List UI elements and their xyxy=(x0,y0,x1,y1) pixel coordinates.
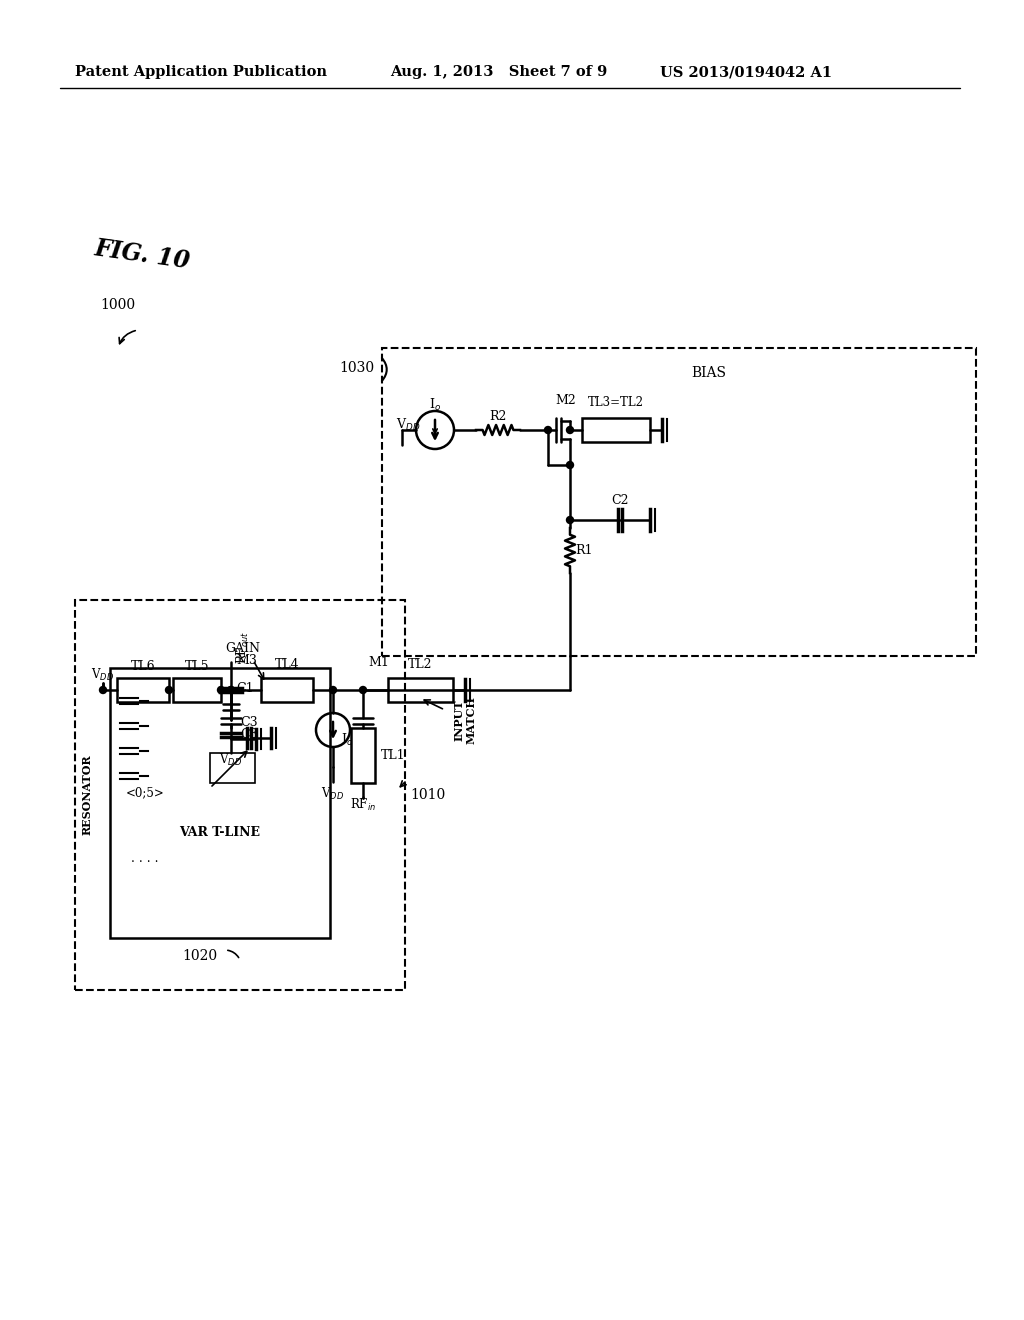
Text: C1: C1 xyxy=(237,681,254,694)
Text: BIAS: BIAS xyxy=(691,366,726,380)
Circle shape xyxy=(330,686,337,693)
Circle shape xyxy=(227,686,234,693)
Text: I$_o$: I$_o$ xyxy=(429,397,441,413)
Circle shape xyxy=(359,686,367,693)
Text: TL2: TL2 xyxy=(409,657,433,671)
Circle shape xyxy=(566,516,573,524)
Text: TL5: TL5 xyxy=(184,660,209,672)
Bar xyxy=(351,729,375,783)
Text: C2: C2 xyxy=(611,494,629,507)
Text: R1: R1 xyxy=(575,544,593,557)
Text: 1030: 1030 xyxy=(339,360,374,375)
Text: VAR T-LINE: VAR T-LINE xyxy=(179,826,260,840)
FancyArrowPatch shape xyxy=(400,781,407,787)
Bar xyxy=(75,601,406,990)
Text: INPUT
MATCH: INPUT MATCH xyxy=(453,696,477,744)
Bar xyxy=(210,752,255,783)
Circle shape xyxy=(566,462,573,469)
Text: . . . .: . . . . xyxy=(131,851,159,865)
Bar xyxy=(110,668,330,939)
Text: TL1: TL1 xyxy=(381,748,406,762)
Text: RF$_{out}$: RF$_{out}$ xyxy=(234,631,251,664)
Text: I$_o$: I$_o$ xyxy=(341,733,353,748)
Circle shape xyxy=(545,426,552,433)
Text: US 2013/0194042 A1: US 2013/0194042 A1 xyxy=(660,65,833,79)
Text: TL4: TL4 xyxy=(274,657,299,671)
FancyArrowPatch shape xyxy=(119,330,135,343)
Bar xyxy=(388,678,453,702)
Text: V$_{DD}$: V$_{DD}$ xyxy=(219,752,243,768)
Text: V$_{DD}$: V$_{DD}$ xyxy=(396,417,420,433)
Text: M1: M1 xyxy=(368,656,389,668)
Text: C3: C3 xyxy=(241,729,258,742)
Text: GAIN: GAIN xyxy=(225,642,260,655)
Text: RF$_{in}$: RF$_{in}$ xyxy=(350,797,376,813)
Circle shape xyxy=(99,686,106,693)
Circle shape xyxy=(227,686,234,693)
Text: Patent Application Publication: Patent Application Publication xyxy=(75,65,327,79)
Text: RESONATOR: RESONATOR xyxy=(82,755,92,836)
Circle shape xyxy=(217,686,224,693)
Text: TL6: TL6 xyxy=(131,660,156,672)
Text: C3: C3 xyxy=(241,715,258,729)
Bar xyxy=(117,678,169,702)
Text: R2: R2 xyxy=(489,409,507,422)
Text: TL3=TL2: TL3=TL2 xyxy=(588,396,644,409)
Bar xyxy=(173,678,221,702)
Text: M3: M3 xyxy=(236,653,257,667)
Text: 1000: 1000 xyxy=(100,298,135,312)
FancyArrowPatch shape xyxy=(227,950,239,957)
Text: FIG. 10: FIG. 10 xyxy=(93,236,191,273)
Text: <0;5>: <0;5> xyxy=(126,787,165,800)
Text: V$_{DD}$: V$_{DD}$ xyxy=(322,785,344,803)
Text: Aug. 1, 2013   Sheet 7 of 9: Aug. 1, 2013 Sheet 7 of 9 xyxy=(390,65,607,79)
Text: 1020: 1020 xyxy=(182,949,217,964)
Bar xyxy=(382,348,976,656)
Text: 1010: 1010 xyxy=(410,788,445,803)
Text: M2: M2 xyxy=(556,393,577,407)
Circle shape xyxy=(166,686,172,693)
Bar xyxy=(261,678,313,702)
Bar xyxy=(582,418,650,442)
Text: V$_{DD}$: V$_{DD}$ xyxy=(91,667,115,682)
Circle shape xyxy=(566,426,573,433)
